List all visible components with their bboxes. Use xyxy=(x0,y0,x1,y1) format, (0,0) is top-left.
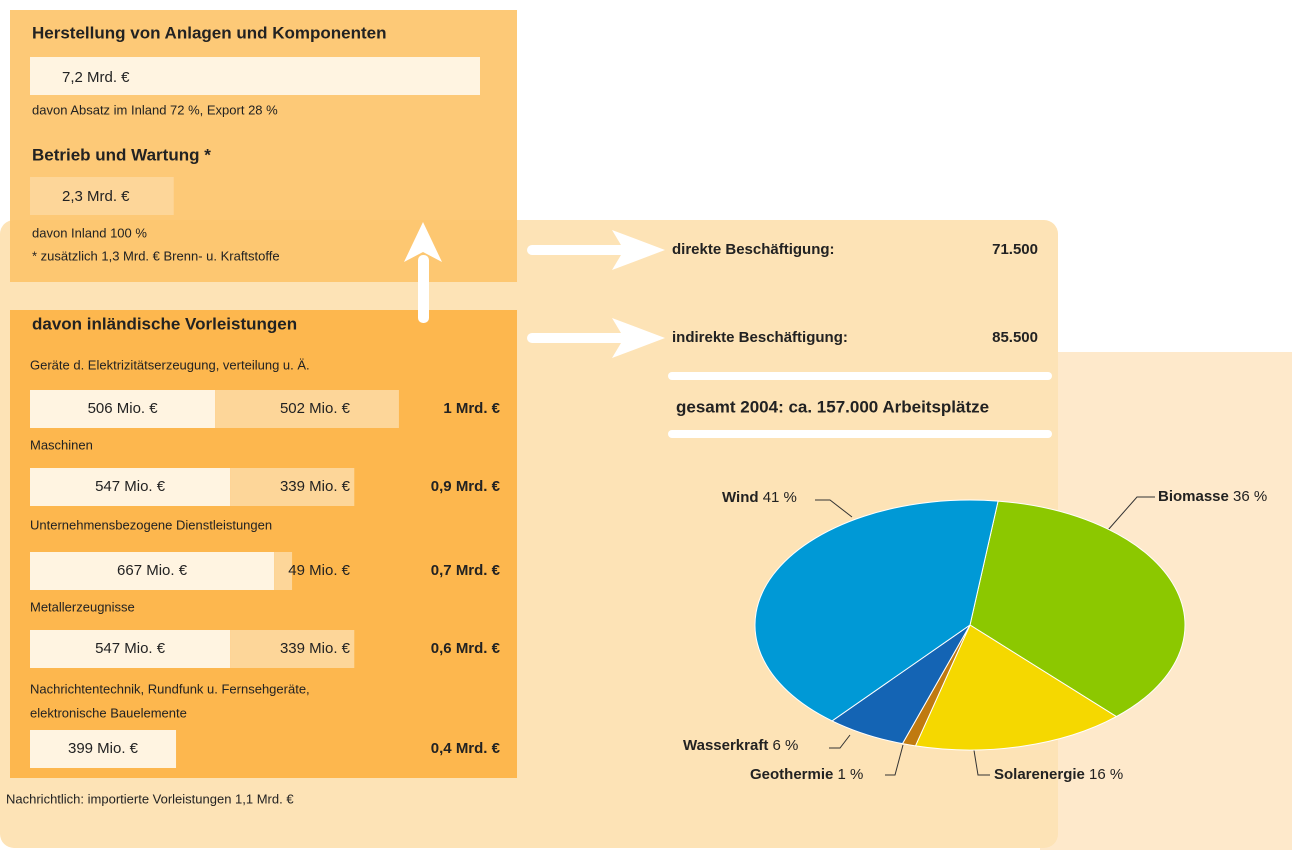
note: davon Absatz im Inland 72 %, Export 28 % xyxy=(32,102,278,117)
bar xyxy=(30,390,216,428)
employment-value: 71.500 xyxy=(992,241,1038,258)
bar-label: 2,3 Mrd. € xyxy=(62,188,130,205)
pie-slice xyxy=(969,500,1186,718)
total: 0,9 Mrd. € xyxy=(431,478,501,495)
bar-label: 547 Mio. € xyxy=(95,478,166,495)
item-label: Nachrichtentechnik, Rundfunk u. Fernsehg… xyxy=(30,681,310,696)
total: 1 Mrd. € xyxy=(443,400,500,417)
bar-label: 399 Mio. € xyxy=(68,740,139,757)
item-label: elektronische Bauelemente xyxy=(30,705,187,720)
bar xyxy=(30,630,231,668)
bar-label: 502 Mio. € xyxy=(280,400,351,417)
value-label: 41 % xyxy=(763,489,797,506)
bar xyxy=(274,552,293,590)
bar-label: 506 Mio. € xyxy=(88,400,159,417)
value-label: 6 % xyxy=(773,737,799,754)
bar-label: 49 Mio. € xyxy=(288,562,350,579)
pie-label: Wasserkraft 6 % xyxy=(683,737,798,754)
panel xyxy=(10,310,517,778)
value-label: 16 % xyxy=(1089,766,1123,783)
item-label: Maschinen xyxy=(30,437,93,452)
section-title: Betrieb und Wartung * xyxy=(32,145,211,164)
employment-label: direkte Beschäftigung: xyxy=(672,241,835,258)
pie-label: Geothermie 1 % xyxy=(750,766,863,783)
bar-label: 339 Mio. € xyxy=(280,478,351,495)
note: davon Inland 100 % xyxy=(32,225,147,240)
pie-label: Biomasse 36 % xyxy=(1158,488,1267,505)
category-name: Biomasse xyxy=(1158,488,1229,505)
bar xyxy=(230,630,355,668)
item-label: Metallerzeugnisse xyxy=(30,599,135,614)
bar xyxy=(30,730,177,768)
value-label: 36 % xyxy=(1233,488,1267,505)
bar xyxy=(230,468,355,506)
section-title: Herstellung von Anlagen und Komponenten xyxy=(32,23,387,42)
pie-slice xyxy=(914,624,1118,751)
pie-label: Wind 41 % xyxy=(722,489,797,506)
arrows xyxy=(404,222,1052,438)
category-name: Wind xyxy=(722,489,759,506)
total-jobs: gesamt 2004: ca. 157.000 Arbeitsplätze xyxy=(676,397,989,416)
bar xyxy=(215,390,399,428)
bar-label: 547 Mio. € xyxy=(95,640,166,657)
bar xyxy=(30,468,231,506)
bar-label: 7,2 Mrd. € xyxy=(62,69,130,86)
employment-label: indirekte Beschäftigung: xyxy=(672,329,848,346)
panel xyxy=(10,10,517,282)
bar xyxy=(30,177,174,215)
value-label: 1 % xyxy=(838,766,864,783)
pie-slice xyxy=(754,499,999,722)
footnote: Nachrichtlich: importierte Vorleistungen… xyxy=(6,791,294,806)
employment-value: 85.500 xyxy=(992,329,1038,346)
item-label: Unternehmensbezogene Dienstleistungen xyxy=(30,517,272,532)
item-label: Geräte d. Elektrizitätserzeugung, vertei… xyxy=(30,357,310,372)
note: * zusätzlich 1,3 Mrd. € Brenn- u. Krafts… xyxy=(32,248,280,263)
pie-label: Solarenergie 16 % xyxy=(994,766,1123,783)
category-name: Wasserkraft xyxy=(683,737,768,754)
category-name: Solarenergie xyxy=(994,766,1085,783)
section-title: davon inländische Vorleistungen xyxy=(32,314,297,333)
category-name: Geothermie xyxy=(750,766,833,783)
bar-label: 339 Mio. € xyxy=(280,640,351,657)
total: 0,4 Mrd. € xyxy=(431,740,501,757)
bar xyxy=(30,57,480,95)
bar-label: 667 Mio. € xyxy=(117,562,188,579)
total: 0,7 Mrd. € xyxy=(431,562,501,579)
total: 0,6 Mrd. € xyxy=(431,640,501,657)
bar xyxy=(30,552,275,590)
